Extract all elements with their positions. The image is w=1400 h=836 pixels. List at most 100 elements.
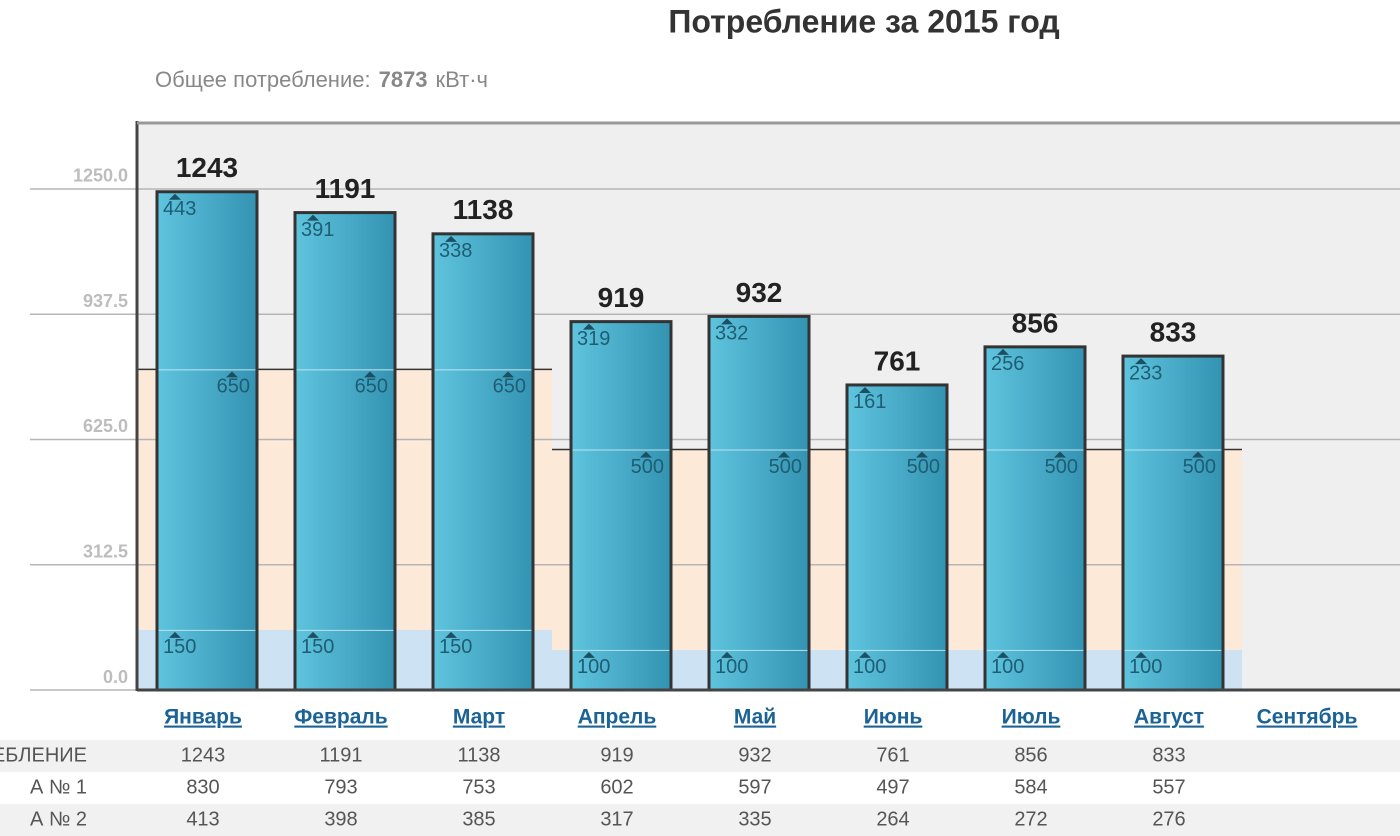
table-row-bg [0,740,1400,772]
row-label: А № 2 [30,808,87,830]
segment-label: 100 [1129,656,1162,678]
month-link[interactable]: Февраль [294,706,387,729]
segment-label: 100 [577,656,610,678]
table-cell: 398 [324,808,357,830]
segment-marker [445,631,457,638]
table-cell: 1243 [181,744,226,766]
y-tick-label: 625.0 [83,416,128,436]
bar-segment [847,384,947,450]
bar-segment [433,629,533,690]
segment-marker [859,386,871,393]
table-cell: 584 [1014,776,1047,798]
segment-marker [997,348,1009,355]
segment-label: 100 [991,656,1024,678]
segment-label: 500 [631,456,664,478]
segment-marker [916,451,928,458]
table-cell: 856 [1014,744,1047,766]
segment-label: 100 [853,656,886,678]
bar-segment [985,449,1085,650]
table-cell: 753 [462,776,495,798]
table-cell: 557 [1152,776,1185,798]
table-cell: 761 [876,744,909,766]
segment-label: 161 [853,391,886,413]
bar-segment [985,346,1085,450]
bar-segment [295,629,395,690]
bar-segment [157,191,257,370]
month-link[interactable]: Август [1134,706,1204,729]
segment-label: 233 [1129,362,1162,384]
segment-label: 500 [1045,456,1078,478]
bar-segment [433,369,533,630]
segment-marker [721,651,733,658]
y-tick-label: 312.5 [83,541,128,561]
segment-marker [721,318,733,325]
table-cell: 830 [186,776,219,798]
table-cell: 317 [600,808,633,830]
segment-marker [1054,451,1066,458]
table-cell: 272 [1014,808,1047,830]
bar-segment [157,629,257,690]
table-cell: 932 [738,744,771,766]
segment-label: 150 [301,636,334,658]
segment-marker [997,651,1009,658]
bar-total-label: 833 [1150,316,1197,347]
bar-total-label: 1191 [315,173,376,204]
month-link[interactable]: Июнь [864,706,923,729]
table-row-bg [0,804,1400,836]
table-cell: 919 [600,744,633,766]
bar-total-label: 932 [736,277,783,308]
table-cell: 1191 [319,744,362,766]
segment-marker [583,323,595,330]
subtitle-total: 7873 [379,67,428,92]
bars: 150 650 443 1243 150 650 391 1191 150 650 338 1138 1… [155,152,1225,692]
segment-marker [307,214,319,221]
x-labels: Январь Февраль Март Апрель Май Июнь Июль Август… [164,706,1357,729]
segment-label: 332 [715,323,748,345]
segment-label: 150 [439,636,472,658]
table-cell: 264 [876,808,909,830]
table-cell: 597 [738,776,771,798]
bar-total-label: 1243 [176,152,238,183]
segment-marker [859,651,871,658]
segment-marker [583,651,595,658]
bar-segment [847,449,947,650]
segment-marker [640,451,652,458]
table-cell: 385 [462,808,495,830]
segment-marker [1135,651,1147,658]
segment-label: 391 [301,219,334,241]
month-link[interactable]: Июль [1002,706,1061,729]
bar-total-label: 1138 [453,194,514,225]
segment-marker [169,631,181,638]
bar-segment [709,316,809,450]
segment-marker [307,631,319,638]
segment-marker [502,371,514,378]
bar-segment [433,233,533,370]
month-link[interactable]: Сентябрь [1257,706,1358,729]
segment-label: 500 [769,456,802,478]
chart-title: Потребление за 2015 год [668,3,1059,39]
segment-label: 500 [1183,456,1216,478]
bar-segment [295,369,395,630]
segment-marker [445,235,457,242]
segment-label: 150 [163,636,196,658]
subtitle: Общее потребление: 7873 кВт·ч [155,67,488,92]
segment-label: 319 [577,328,610,350]
row-label: А № 1 [30,776,87,798]
month-link[interactable]: Май [734,706,776,729]
y-tick-label: 1250.0 [73,166,128,186]
segment-marker [169,193,181,200]
bar-total-label: 919 [598,282,645,313]
bar-segment [709,449,809,650]
bar-segment [571,449,671,650]
y-tick-label: 0.0 [103,667,128,687]
segment-marker [1192,451,1204,458]
month-link[interactable]: Апрель [578,706,657,729]
y-tick-label: 937.5 [83,291,128,311]
month-link[interactable]: Январь [164,706,242,729]
bar-segment [157,369,257,630]
data-table: ЕБЛЕНИЕ 1243 1191 1138 919 932 761 856 833 А № 1 8… [0,740,1400,836]
bar-segment [1123,449,1223,650]
segment-label: 650 [493,376,526,398]
month-link[interactable]: Март [453,706,505,729]
